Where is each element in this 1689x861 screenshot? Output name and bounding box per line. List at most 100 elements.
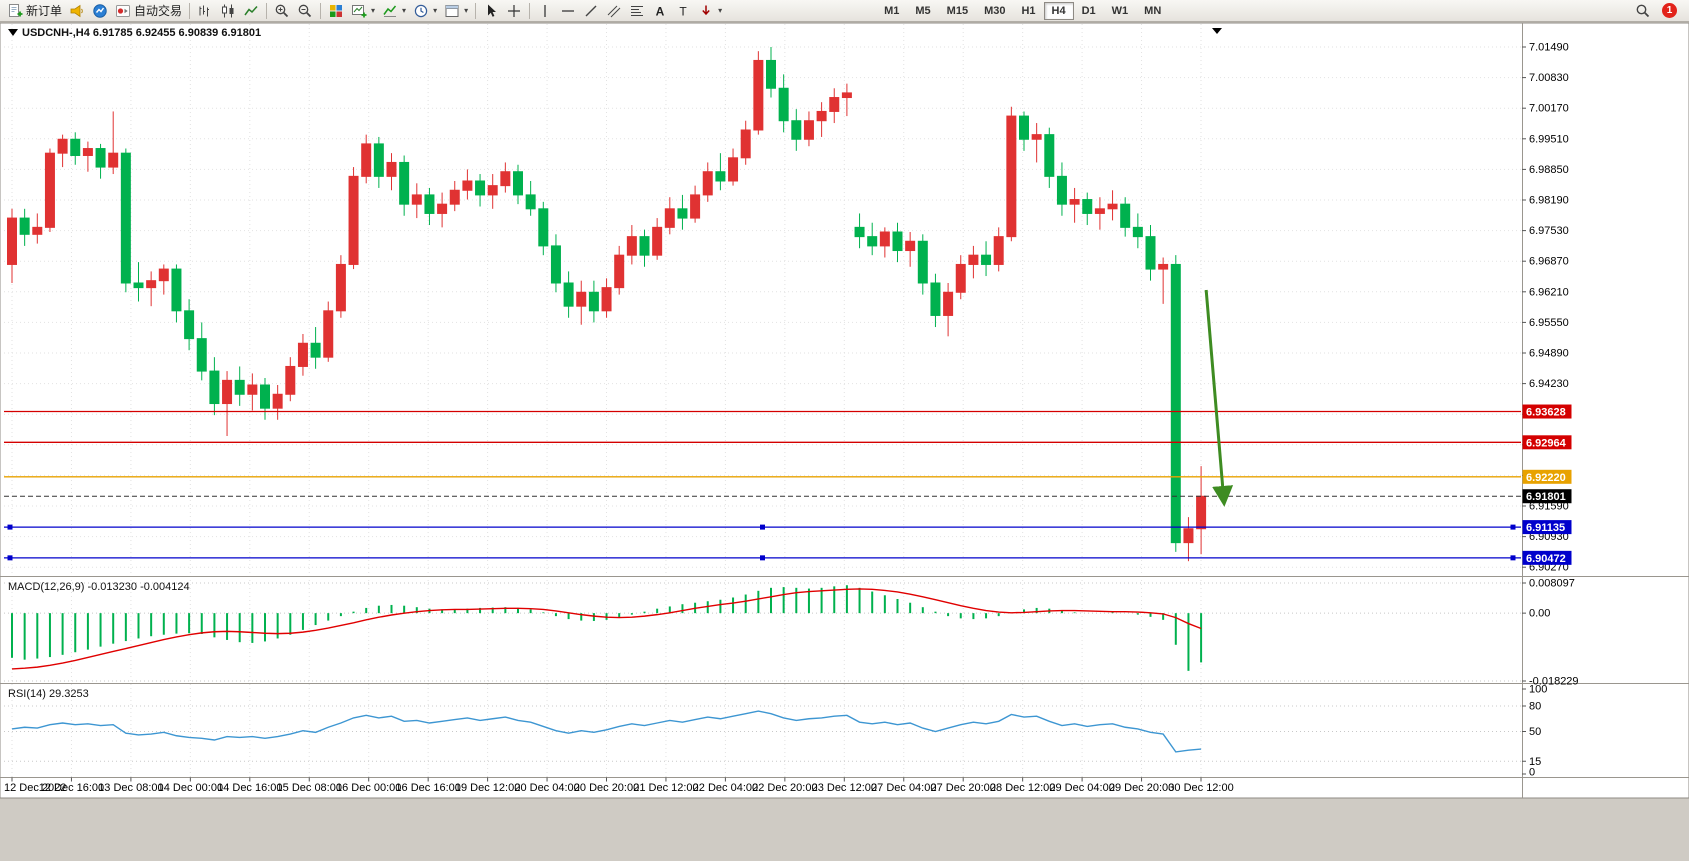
candle — [740, 120, 751, 165]
search-button[interactable] — [1632, 1, 1654, 21]
candle — [348, 167, 359, 270]
tile-windows-button[interactable] — [325, 1, 347, 21]
notification-badge[interactable]: 1 — [1662, 3, 1677, 18]
price-badge: 6.93628 — [1522, 404, 1572, 419]
candlestick-chart-button[interactable] — [217, 1, 239, 21]
time-axis-label: 30 Dec 12:00 — [1168, 782, 1233, 794]
chart-plot-area[interactable] — [4, 24, 1521, 777]
new-order-button[interactable]: 新订单 — [4, 1, 65, 21]
timeframe-m1-button[interactable]: M1 — [884, 4, 900, 17]
trendline-icon — [585, 5, 597, 16]
candle — [57, 134, 68, 168]
candle — [1196, 466, 1207, 555]
zoom-out-button[interactable] — [294, 1, 316, 21]
dropdown-arrow-icon: ▾ — [433, 6, 438, 15]
line-handle[interactable] — [1510, 555, 1516, 561]
svg-text:6.90472: 6.90472 — [1526, 553, 1566, 565]
clock-icon — [414, 4, 428, 17]
timeframe-h1-button[interactable]: H1 — [1021, 4, 1036, 17]
timeframe-toolbar: M1 M5 M15 M30 H1 H4 D1 W1 MN — [876, 1, 1169, 20]
templates-button[interactable]: ▾ — [441, 1, 471, 21]
candle — [1094, 197, 1105, 230]
candle — [411, 183, 422, 219]
candle — [930, 273, 941, 328]
candle — [222, 371, 233, 436]
timeframe-d1-button[interactable]: D1 — [1081, 4, 1096, 17]
line-handle[interactable] — [7, 555, 13, 561]
candle — [285, 357, 296, 402]
autotrade-label: 自动交易 — [134, 4, 183, 18]
timeframe-m5-button[interactable]: M5 — [915, 4, 931, 17]
candle — [1044, 127, 1055, 188]
price-axis-label: 6.98190 — [1529, 195, 1569, 207]
line-handle[interactable] — [760, 555, 765, 561]
timeframe-w1-button[interactable]: W1 — [1111, 4, 1129, 17]
announcements-button[interactable] — [66, 1, 88, 21]
candle — [955, 255, 966, 300]
line-handle[interactable] — [7, 524, 13, 530]
macd-axis-label: 0.008097 — [1529, 578, 1575, 590]
price-axis-label: 6.90930 — [1529, 531, 1569, 543]
timeframe-h4-button[interactable]: H4 — [1043, 1, 1074, 20]
timeframe-mn-button[interactable]: MN — [1144, 4, 1162, 17]
one-click-trading-toggle[interactable] — [8, 29, 18, 36]
autotrade-button[interactable]: 自动交易 — [112, 1, 185, 21]
price-axis-label: 6.95550 — [1529, 317, 1569, 329]
zoom-in-button[interactable] — [271, 1, 293, 21]
periods-button[interactable]: ▾ — [410, 1, 440, 21]
candle — [1019, 111, 1029, 151]
candle — [993, 227, 1004, 272]
candle — [462, 169, 473, 200]
candle — [1183, 517, 1194, 562]
candle — [209, 357, 220, 416]
horizontal-line[interactable] — [4, 524, 1521, 530]
horizontal-line-tool-button[interactable] — [557, 1, 579, 21]
toolbar-separator — [189, 2, 191, 19]
cursor-button[interactable] — [480, 1, 502, 21]
trendline-tool-button[interactable] — [580, 1, 602, 21]
candle — [601, 278, 612, 318]
line-handle[interactable] — [1510, 524, 1516, 530]
price-axis-label: 6.91590 — [1529, 501, 1569, 513]
rsi-axis-label: 15 — [1529, 756, 1541, 768]
vertical-line-tool-button[interactable] — [534, 1, 556, 21]
candle — [677, 194, 688, 230]
timeframe-m30-button[interactable]: M30 — [984, 4, 1006, 17]
vertical-line-icon — [544, 4, 546, 17]
candle — [525, 180, 536, 216]
fibonacci-tool-button[interactable] — [626, 1, 648, 21]
label-tool-button[interactable]: T — [672, 1, 694, 21]
candle — [247, 373, 258, 411]
rsi-indicator-header: RSI(14) 29.3253 — [8, 688, 89, 700]
price-axis-label: 6.99510 — [1529, 133, 1569, 145]
chart-shift-marker[interactable] — [1212, 28, 1222, 34]
timeframe-m15-button[interactable]: M15 — [946, 4, 969, 17]
candle — [753, 51, 764, 135]
indicators-button[interactable]: ▾ — [379, 1, 409, 21]
text-tool-button[interactable]: A — [649, 1, 671, 21]
time-axis-label: 14 Dec 16:00 — [217, 782, 282, 794]
candle — [272, 384, 283, 420]
candle — [841, 83, 852, 117]
line-handle[interactable] — [760, 524, 765, 530]
channel-tool-button[interactable] — [603, 1, 625, 21]
crosshair-button[interactable] — [503, 1, 525, 21]
horizontal-line[interactable] — [4, 555, 1521, 561]
price-axis-label: 7.00170 — [1529, 103, 1569, 115]
line-chart-button[interactable] — [240, 1, 262, 21]
svg-text:6.91135: 6.91135 — [1526, 522, 1565, 534]
rsi-line — [11, 710, 1202, 753]
new-chart-button[interactable]: ▾ — [348, 1, 378, 21]
candle — [1031, 123, 1042, 163]
market-watch-button[interactable] — [89, 1, 111, 21]
candle — [158, 264, 169, 295]
trend-arrow-annotation[interactable] — [1204, 289, 1234, 507]
svg-text:6.92220: 6.92220 — [1526, 472, 1566, 484]
arrows-tool-button[interactable]: ▾ — [695, 1, 725, 21]
bar-chart-button[interactable] — [194, 1, 216, 21]
dropdown-arrow-icon: ▾ — [718, 6, 723, 15]
candle — [1158, 257, 1169, 304]
candle — [7, 208, 17, 283]
